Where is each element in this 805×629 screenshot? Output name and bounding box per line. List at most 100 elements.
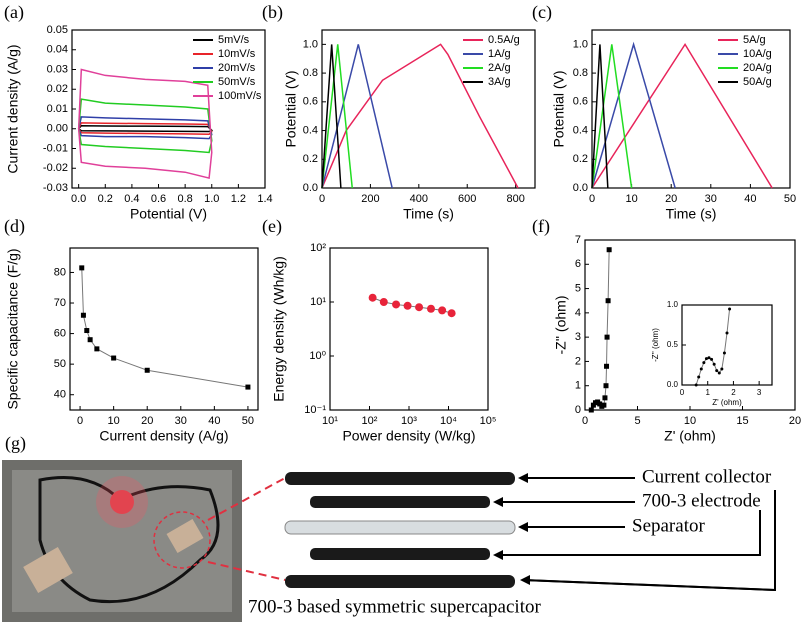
- series-line: [81, 267, 249, 388]
- x-tick-label: 20: [141, 415, 153, 427]
- legend-label: 10A/g: [743, 48, 772, 60]
- panel-label: (e): [262, 216, 282, 237]
- x-tick-label: 30: [175, 415, 187, 427]
- connector: [207, 477, 286, 581]
- data-point: [720, 367, 724, 371]
- x-tick-label: 20: [789, 415, 801, 427]
- x-tick-label: 40: [208, 415, 220, 427]
- y-tick-label: 1: [575, 380, 581, 392]
- data-point: [87, 337, 93, 343]
- y-axis-title: -Z'' (ohm): [553, 295, 569, 354]
- data-point: [111, 355, 117, 361]
- plot-frame: [329, 247, 489, 411]
- y-tick-label: 1.0: [667, 300, 679, 309]
- x-tick-label: 10⁵: [480, 415, 497, 427]
- legend-label: 50A/g: [743, 76, 772, 88]
- data-point: [588, 407, 594, 413]
- y-tick-label: 2: [575, 355, 581, 367]
- y-tick-label: 80: [54, 266, 66, 278]
- y-tick-label: 7: [575, 234, 581, 246]
- x-tick-label: 0.8: [177, 193, 192, 205]
- legend-label: 0.5A/g: [488, 34, 520, 46]
- chart: 0 1 2 3 0.0 0.5 1.0 Z' (ohm) -Z'' (ohm): [651, 300, 773, 407]
- data-point: [392, 300, 401, 309]
- diagram-label: 700-3 electrode: [642, 490, 761, 511]
- y-axis-title: -Z'' (ohm): [651, 328, 660, 362]
- x-tick-label: 10²: [362, 415, 378, 427]
- data-point: [447, 309, 456, 318]
- data-point: [603, 383, 609, 389]
- y-tick-label: -0.02: [43, 162, 68, 174]
- x-axis-title: Z' (ohm): [664, 428, 716, 444]
- x-tick-label: 10⁴: [440, 415, 457, 427]
- data-point: [415, 303, 424, 312]
- data-point: [710, 357, 714, 361]
- x-tick-label: 50: [784, 193, 796, 205]
- y-tick-label: 40: [54, 389, 66, 401]
- series-line: [77, 122, 213, 136]
- y-tick-label: 1.0: [573, 38, 588, 50]
- x-tick-label: 30: [705, 193, 717, 205]
- x-axis-title: Current density (A/g): [99, 428, 228, 444]
- x-tick-label: 0: [319, 193, 325, 205]
- x-tick-label: 0.0: [71, 193, 86, 205]
- series-line: [321, 44, 354, 189]
- legend-label: 50mV/s: [218, 76, 256, 88]
- data-point: [605, 298, 611, 304]
- x-tick-label: 0.2: [98, 193, 113, 205]
- data-point: [604, 334, 610, 340]
- x-tick-label: 1.4: [257, 193, 272, 205]
- y-tick-label: 0.00: [47, 123, 68, 135]
- y-tick-label: 0.03: [47, 63, 68, 75]
- y-tick-label: 1.0: [303, 38, 318, 50]
- y-tick-label: 0.4: [303, 124, 318, 136]
- panel-label: (g): [5, 433, 26, 454]
- legend-label: 1A/g: [488, 48, 511, 60]
- y-tick-label: 0.8: [303, 67, 318, 79]
- plot-frame: [69, 247, 259, 411]
- x-tick-label: 0: [589, 193, 595, 205]
- x-tick-label: 0: [77, 415, 83, 427]
- chart: 0 10 20 30 40 50 0.0 0.2 0.4 0.6 0.8 1.0 Time (s) Pot…: [532, 2, 796, 222]
- series-line: [78, 125, 214, 133]
- y-tick-label: 0.0: [303, 182, 318, 194]
- x-tick-label: 5: [634, 415, 640, 427]
- y-axis-title: Potential (V): [283, 70, 299, 147]
- series-line: [321, 44, 393, 189]
- arrow-heads: [493, 473, 530, 585]
- data-point: [604, 363, 610, 369]
- legend-label: 100mV/s: [218, 90, 262, 102]
- y-tick-label: 10¹: [310, 296, 326, 308]
- x-tick-label: 0.4: [124, 193, 139, 205]
- y-tick-label: 0.8: [573, 67, 588, 79]
- panel-label: (b): [262, 2, 283, 23]
- plot-frame: [321, 29, 536, 189]
- series-line: [321, 44, 342, 189]
- data-point: [717, 371, 721, 375]
- y-tick-label: -0.03: [43, 182, 68, 194]
- x-axis-title: Potential (V): [130, 206, 207, 222]
- data-point: [403, 301, 412, 310]
- series-line: [77, 68, 213, 180]
- series-line: [77, 116, 213, 140]
- legend-label: 5A/g: [743, 34, 766, 46]
- panel-label: (d): [4, 216, 25, 237]
- data-point: [601, 402, 607, 408]
- y-axis-title: Current density (A/g): [5, 44, 21, 173]
- x-tick-label: 50: [242, 415, 254, 427]
- data-point: [245, 384, 251, 390]
- series-line: [695, 308, 731, 386]
- data-point: [725, 331, 729, 335]
- x-tick-label: 10: [625, 193, 637, 205]
- diagram-caption: 700-3 based symmetric supercapacitor: [248, 596, 541, 617]
- panel-label: (c): [532, 2, 552, 23]
- x-axis-title: Z' (ohm): [712, 398, 742, 407]
- y-tick-label: 0.0: [573, 182, 588, 194]
- x-tick-label: 2: [731, 388, 736, 397]
- y-tick-label: 0.4: [573, 124, 588, 136]
- y-tick-label: 0.6: [303, 96, 318, 108]
- legend-label: 2A/g: [488, 62, 511, 74]
- data-point: [80, 312, 86, 318]
- x-tick-label: 0: [582, 415, 588, 427]
- y-axis-title: Potential (V): [551, 70, 567, 147]
